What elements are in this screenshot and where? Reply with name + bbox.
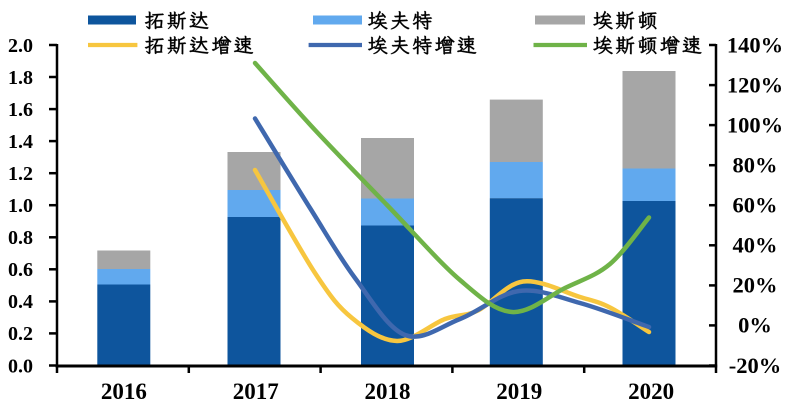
svg-text:1.8: 1.8: [8, 67, 33, 89]
svg-text:100%: 100%: [727, 112, 783, 137]
svg-text:-20%: -20%: [729, 353, 782, 378]
svg-text:140%: 140%: [727, 32, 783, 57]
svg-text:0.6: 0.6: [8, 259, 33, 281]
svg-text:60%: 60%: [733, 193, 778, 218]
svg-text:1.4: 1.4: [8, 131, 33, 153]
svg-text:20%: 20%: [733, 273, 778, 298]
svg-text:1.0: 1.0: [8, 195, 33, 217]
svg-text:0.4: 0.4: [8, 291, 33, 313]
svg-text:1.6: 1.6: [8, 99, 33, 121]
svg-text:40%: 40%: [733, 233, 778, 258]
svg-text:2.0: 2.0: [8, 35, 33, 57]
svg-text:2017: 2017: [233, 379, 279, 404]
svg-text:80%: 80%: [733, 153, 778, 178]
svg-text:0.8: 0.8: [8, 227, 33, 249]
svg-text:0.0: 0.0: [8, 355, 33, 377]
svg-text:0.2: 0.2: [8, 323, 33, 345]
svg-text:2019: 2019: [496, 379, 542, 404]
svg-text:2018: 2018: [365, 379, 411, 404]
svg-text:0%: 0%: [738, 313, 772, 338]
svg-text:1.2: 1.2: [8, 163, 33, 185]
svg-text:2016: 2016: [101, 379, 147, 404]
svg-text:2020: 2020: [628, 379, 674, 404]
svg-text:120%: 120%: [727, 72, 783, 97]
